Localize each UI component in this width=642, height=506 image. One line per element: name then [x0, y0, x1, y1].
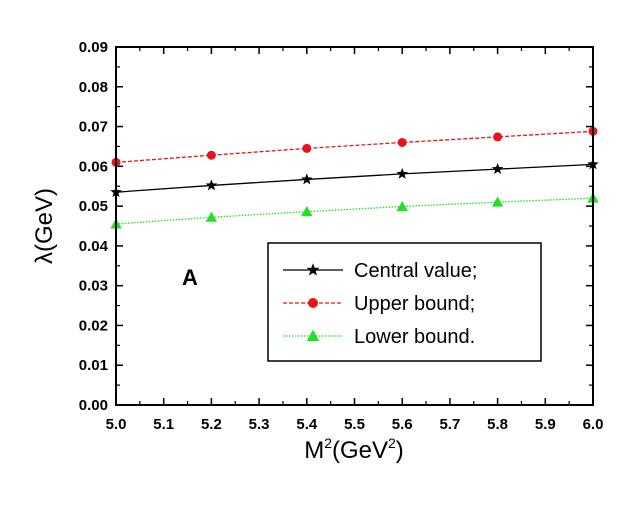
x-axis-ticks: 5.0 5.1 5.2 5.3 5.4 5.5 5.6 5.7 5.8 5.9 6.0 [106, 47, 604, 433]
x-tick-label: 5.0 [106, 416, 127, 433]
x-axis-label: M2(GeV2) [304, 435, 404, 464]
y-tick-label: 0.04 [79, 238, 109, 255]
data-point-circle [302, 143, 312, 153]
series-line [115, 163, 594, 193]
data-point-star [491, 163, 504, 175]
y-tick-label: 0.01 [79, 357, 108, 374]
series-central-value [110, 158, 599, 198]
data-point-triangle [301, 206, 313, 217]
data-point-circle [493, 132, 503, 142]
x-tick-label: 6.0 [583, 416, 604, 433]
data-point-triangle [396, 200, 408, 212]
y-tick-label: 0.08 [79, 79, 108, 96]
x-tick-label: 5.5 [344, 416, 365, 433]
data-point-star [396, 167, 408, 179]
y-tick-label: 0.03 [79, 278, 108, 295]
legend-marker-triangle [306, 329, 320, 341]
series-group [110, 126, 599, 229]
legend-label: Central value; [354, 260, 477, 282]
annotation-label: A [182, 265, 198, 290]
x-tick-label: 5.4 [296, 416, 318, 433]
series-upper-bound [111, 126, 598, 167]
x-tick-label: 5.2 [201, 416, 222, 433]
y-axis-label: λ(GeV) [31, 188, 58, 264]
y-tick-label: 0.09 [79, 39, 108, 56]
x-tick-label: 5.1 [153, 416, 174, 433]
legend-label: Upper bound; [354, 293, 475, 315]
legend-label: Lower bound. [354, 326, 475, 348]
x-tick-label: 5.6 [392, 416, 413, 433]
x-tick-label: 5.7 [439, 416, 460, 433]
series-lower-bound [110, 192, 599, 229]
y-axis-ticks: 0.00 0.01 0.02 0.03 0.04 0.05 0.06 0.07 0.08 0.09 [79, 39, 593, 414]
series-line [115, 197, 594, 225]
data-point-triangle [205, 211, 218, 222]
data-point-star [301, 173, 313, 185]
x-tick-label: 5.8 [487, 416, 508, 433]
series-line [115, 130, 594, 164]
legend-item: Central value; [283, 260, 477, 282]
y-tick-label: 0.07 [79, 119, 108, 136]
legend: Central value; Upper bound; Lower bound. [267, 242, 542, 362]
legend-marker-star [306, 263, 320, 276]
data-point-triangle [491, 196, 504, 207]
y-tick-label: 0.05 [79, 198, 108, 215]
data-point-circle [397, 137, 407, 147]
legend-item: Upper bound; [283, 293, 475, 315]
y-tick-label: 0.00 [79, 397, 108, 414]
x-tick-label: 5.9 [535, 416, 556, 433]
y-tick-label: 0.02 [79, 317, 108, 334]
data-point-circle [206, 150, 216, 160]
plot-frame [115, 46, 594, 406]
data-point-star [205, 179, 218, 191]
y-tick-label: 0.06 [79, 158, 108, 175]
legend-marker-circle [308, 298, 318, 308]
x-tick-label: 5.3 [249, 416, 270, 433]
legend-item: Lower bound. [283, 326, 475, 348]
